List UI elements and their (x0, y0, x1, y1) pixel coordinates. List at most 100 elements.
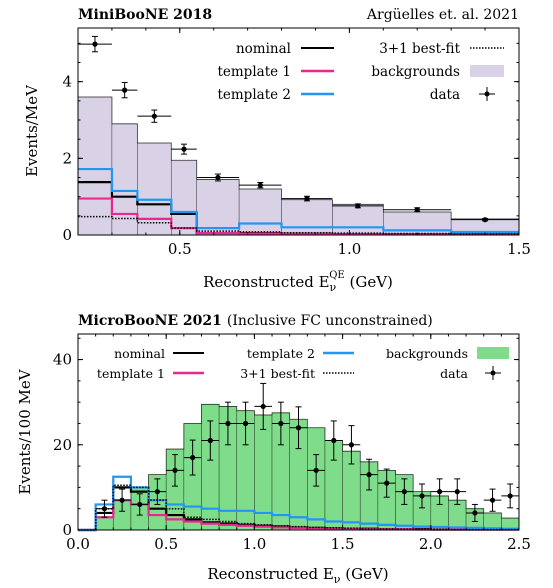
microboone-xlabel: Reconstructed Eν (GeV) (207, 565, 388, 586)
microboone-data-point (413, 483, 431, 509)
microboone-title-suffix: (Inclusive FC unconstrained) (227, 313, 433, 329)
microboone-data-point (236, 401, 255, 446)
microboone-data-point (466, 503, 484, 522)
microboone-data-point (130, 493, 149, 516)
microboone-xlabel-unit: (GeV) (340, 565, 388, 583)
miniboone-data-point (383, 207, 452, 213)
legend-label-template-1: template 1 (217, 64, 291, 80)
miniboone-xtick-label: 1.5 (507, 240, 531, 258)
miniboone-data-point (196, 173, 240, 182)
miniboone-xlabel-sub: ν (330, 281, 337, 294)
microboone-data-point (183, 439, 202, 476)
legend-swatch-data (479, 87, 495, 101)
microboone-xtick-label: 0.5 (154, 535, 178, 553)
miniboone-template-1-line (78, 197, 519, 236)
microboone-panel: MicroBooNE 2021 (Inclusive FC unconstrain… (16, 313, 531, 586)
miniboone-data-point (239, 181, 282, 189)
microboone-backgrounds-bar (183, 423, 202, 531)
miniboone-legend: nominal template 1 template 2 3+1 best-f… (217, 41, 504, 103)
microboone-ytick-label: 20 (53, 436, 72, 454)
miniboone-data-point (171, 143, 197, 155)
miniboone-data-point (451, 217, 519, 223)
microboone-backgrounds-bar (95, 516, 114, 531)
miniboone-xlabel-sup: QE (329, 270, 345, 281)
miniboone-plot-area (77, 35, 520, 236)
microboone-ylabel: Events/100 MeV (16, 368, 34, 494)
microboone-ytick-label: 40 (53, 351, 72, 369)
microboone-data-point (324, 420, 343, 461)
microboone-data-point (342, 425, 361, 465)
miniboone-ytick-label: 4 (62, 73, 72, 91)
miniboone-panel: MiniBooNE 2018 Argüelles et. al. 2021 0.… (23, 7, 531, 294)
microboone-backgrounds-bars (78, 403, 520, 531)
miniboone-backgrounds-bar (238, 188, 282, 236)
microboone-data-point (148, 478, 167, 505)
miniboone-backgrounds-bar (111, 123, 138, 236)
microboone-legend: nominal template 1 template 2 3+1 best-f… (97, 346, 509, 381)
microboone-data-point (307, 454, 325, 487)
microboone-data-point (272, 401, 290, 446)
microboone-data-points (95, 382, 519, 522)
microboone-data-point (395, 478, 414, 505)
miniboone-data-point (78, 35, 112, 53)
legend2-swatch-data (485, 366, 501, 380)
microboone-data-point (430, 478, 449, 505)
miniboone-xtick-label: 0.5 (168, 240, 192, 258)
microboone-data-point (95, 499, 114, 518)
microboone-xlabel-sub: ν (334, 573, 341, 586)
legend2-swatch-backgrounds (477, 347, 509, 359)
miniboone-data-point (137, 109, 172, 123)
miniboone-backgrounds-bar (77, 96, 113, 236)
microboone-data-point (289, 406, 308, 450)
microboone-ytick-label: 0 (62, 521, 72, 539)
microboone-data-point (254, 382, 273, 430)
microboone-title-main: MicroBooNE 2021 (78, 313, 222, 329)
legend2-label-template-2: template 2 (247, 346, 315, 361)
miniboone-backgrounds-bar (137, 142, 172, 236)
miniboone-template-2-line (78, 167, 519, 234)
miniboone-backgrounds-bar (196, 179, 240, 236)
microboone-ticks: 0.0 0.5 1.0 1.5 2.0 2.5 0 20 40 (53, 334, 531, 553)
legend-label-backgrounds: backgrounds (371, 64, 460, 80)
miniboone-ticks: 0.5 1.0 1.5 0 2 4 (62, 28, 531, 258)
miniboone-data-point (332, 203, 384, 209)
microboone-xtick-label: 2.5 (507, 535, 531, 553)
miniboone-axes-frame (77, 27, 520, 236)
miniboone-data-points (78, 35, 519, 223)
miniboone-backgrounds-bar (383, 211, 452, 236)
legend-swatch-backgrounds (470, 65, 504, 77)
miniboone-xlabel-unit: (GeV) (345, 273, 393, 291)
miniboone-backgrounds-bar (170, 159, 198, 236)
legend2-label-nominal: nominal (114, 346, 165, 361)
microboone-plot-area (78, 382, 520, 532)
microboone-data-point (448, 478, 467, 505)
legend-label-best-fit: 3+1 best-fit (379, 41, 460, 57)
miniboone-citation: Argüelles et. al. 2021 (366, 7, 519, 23)
microboone-title: MicroBooNE 2021 (Inclusive FC unconstrain… (78, 313, 433, 329)
miniboone-ytick-label: 2 (62, 149, 72, 167)
microboone-xtick-label: 2.0 (419, 535, 443, 553)
miniboone-ylabel: Events/MeV (23, 84, 41, 177)
microboone-data-point (166, 454, 184, 487)
microboone-data-point (201, 420, 220, 461)
microboone-xtick-label: 0.0 (66, 535, 90, 553)
miniboone-backgrounds-bar (332, 204, 384, 236)
microboone-data-point (377, 468, 396, 498)
microboone-xtick-label: 1.5 (331, 535, 355, 553)
legend2-label-data: data (440, 366, 468, 381)
legend2-label-template-1: template 1 (97, 366, 165, 381)
miniboone-backgrounds-bars (77, 96, 520, 236)
microboone-data-point (483, 488, 502, 512)
microboone-xlabel-main: Reconstructed E (207, 565, 333, 583)
legend-label-template-2: template 2 (217, 87, 291, 103)
microboone-data-point (501, 483, 519, 509)
legend2-label-best-fit: 3+1 best-fit (240, 366, 315, 381)
legend2-label-backgrounds: backgrounds (386, 346, 468, 361)
microboone-axes-frame (77, 333, 520, 531)
microboone-3-1-best-fit-line (78, 484, 519, 531)
miniboone-xtick-label: 1.0 (337, 240, 361, 258)
miniboone-data-point (111, 81, 138, 99)
miniboone-data-point (281, 195, 333, 202)
miniboone-xlabel: Reconstructed EνQE (GeV) (203, 270, 393, 294)
